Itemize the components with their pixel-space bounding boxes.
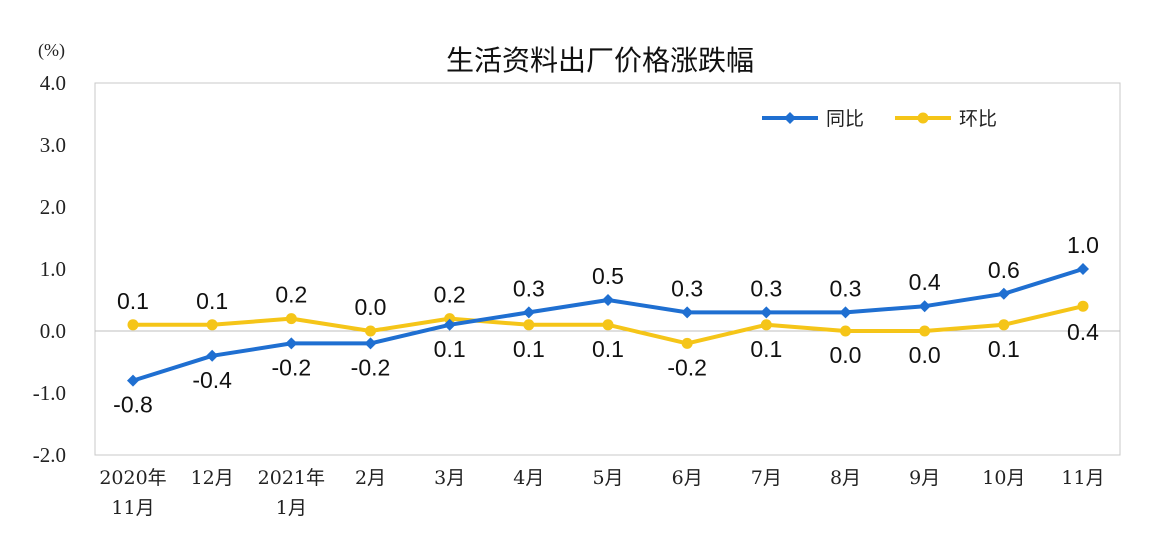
x-axis: 2020年 11月 12月 2021年 1月 2月 3月 4月 5月 6月 7月 8月 9月 10月 11月 [99, 467, 1104, 519]
data-label: 0.0 [355, 294, 387, 320]
x-tick-label: 2020年 [99, 467, 166, 489]
data-point [1077, 300, 1089, 312]
data-label: 0.1 [513, 336, 545, 362]
data-label: 0.2 [434, 282, 466, 308]
data-point [602, 319, 614, 331]
data-point [127, 319, 139, 331]
data-label: -0.2 [272, 354, 312, 380]
y-tick-label: 0.0 [40, 319, 66, 343]
data-point [206, 349, 219, 362]
chart-title: 生活资料出厂价格涨跌幅 [446, 44, 754, 77]
data-point [602, 294, 614, 306]
data-point [364, 337, 377, 350]
legend-marker [784, 112, 796, 124]
x-tick-label: 11月 [111, 497, 154, 519]
data-point [681, 306, 694, 319]
data-label: -0.2 [667, 354, 707, 380]
x-tick-label: 7月 [751, 467, 782, 489]
data-label: 0.3 [671, 275, 703, 301]
data-label: 0.0 [909, 342, 941, 368]
data-point [681, 337, 693, 349]
data-point [997, 287, 1010, 300]
y-tick-label: -2.0 [33, 443, 66, 467]
data-label: 0.3 [750, 275, 782, 301]
data-label: 0.0 [830, 342, 862, 368]
x-tick-label: 2021年 [258, 467, 325, 489]
legend-marker [917, 112, 929, 124]
data-point [365, 325, 376, 337]
data-point [918, 300, 931, 313]
data-point [206, 319, 218, 331]
y-tick-label: 2.0 [40, 195, 66, 219]
x-tick-label: 2月 [355, 467, 386, 489]
data-point [127, 374, 139, 387]
data-label: 0.5 [592, 263, 624, 289]
y-axis: 4.0 3.0 2.0 1.0 0.0 -1.0 -2.0 [33, 71, 66, 467]
data-label: 0.1 [434, 336, 466, 362]
y-axis-unit: (%) [38, 40, 65, 61]
data-label: 0.1 [750, 336, 782, 362]
data-label: 0.4 [909, 269, 941, 295]
data-label: 0.1 [988, 336, 1020, 362]
x-tick-label: 8月 [830, 467, 861, 489]
x-tick-label: 12月 [191, 467, 234, 489]
data-point [522, 306, 535, 319]
data-label: -0.4 [192, 367, 232, 393]
data-labels: -0.8 0.1 -0.4 0.1 -0.2 0.2 -0.2 0.0 0.1 0.2 0.3 0.1… [113, 232, 1099, 418]
data-label: 0.6 [988, 257, 1020, 283]
data-label: 0.3 [830, 275, 862, 301]
y-tick-label: 1.0 [40, 257, 66, 281]
data-point [285, 313, 297, 325]
data-label: 0.2 [275, 282, 307, 308]
data-point [839, 306, 852, 319]
y-tick-label: -1.0 [33, 381, 66, 405]
data-point [760, 306, 773, 319]
y-tick-label: 3.0 [40, 133, 66, 157]
data-point [840, 325, 851, 337]
x-tick-label: 11月 [1061, 467, 1104, 489]
x-tick-label: 9月 [909, 467, 940, 489]
data-label: 0.4 [1067, 319, 1099, 345]
legend-label: 同比 [826, 108, 864, 130]
x-tick-label: 3月 [434, 467, 465, 489]
data-label: 1.0 [1067, 232, 1099, 258]
y-tick-label: 4.0 [40, 71, 66, 95]
data-point [760, 319, 772, 331]
data-label: 0.1 [117, 288, 149, 314]
x-tick-label: 4月 [513, 467, 544, 489]
x-tick-label: 1月 [276, 497, 307, 519]
legend-label: 环比 [959, 108, 997, 130]
data-point [443, 318, 456, 331]
x-tick-label: 6月 [672, 467, 703, 489]
data-label: 0.3 [513, 275, 545, 301]
plot-frame [94, 82, 1121, 456]
x-tick-label: 5月 [592, 467, 623, 489]
data-point [285, 337, 298, 350]
series-layer [127, 263, 1089, 387]
data-point [444, 313, 456, 325]
data-label: 0.1 [196, 288, 228, 314]
data-point [998, 319, 1010, 331]
data-point [523, 319, 535, 331]
data-label: 0.1 [592, 336, 624, 362]
data-label: -0.2 [351, 354, 391, 380]
x-tick-label: 10月 [982, 467, 1025, 489]
legend: 同比 环比 [762, 108, 997, 130]
data-point [1077, 263, 1089, 275]
data-label: -0.8 [113, 392, 153, 418]
data-point [919, 325, 931, 337]
